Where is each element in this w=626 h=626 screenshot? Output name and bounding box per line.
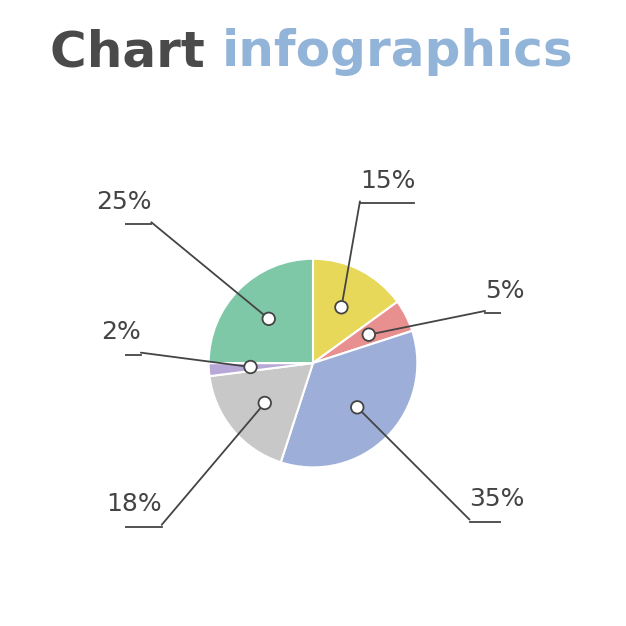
Text: Chart: Chart <box>50 28 222 76</box>
Wedge shape <box>210 363 313 463</box>
Text: 35%: 35% <box>470 487 525 511</box>
Circle shape <box>259 397 271 409</box>
Wedge shape <box>280 331 418 468</box>
Wedge shape <box>208 363 313 376</box>
Circle shape <box>335 301 347 314</box>
Wedge shape <box>313 302 413 363</box>
Text: 2%: 2% <box>101 321 141 344</box>
Text: 5%: 5% <box>485 279 525 302</box>
Wedge shape <box>208 259 313 363</box>
Wedge shape <box>313 259 398 363</box>
Circle shape <box>262 312 275 325</box>
Circle shape <box>351 401 364 414</box>
Text: 25%: 25% <box>96 190 151 214</box>
Circle shape <box>244 361 257 373</box>
Text: infographics: infographics <box>222 28 574 76</box>
Text: 18%: 18% <box>106 493 162 516</box>
Circle shape <box>362 329 375 341</box>
Text: 15%: 15% <box>360 169 415 193</box>
